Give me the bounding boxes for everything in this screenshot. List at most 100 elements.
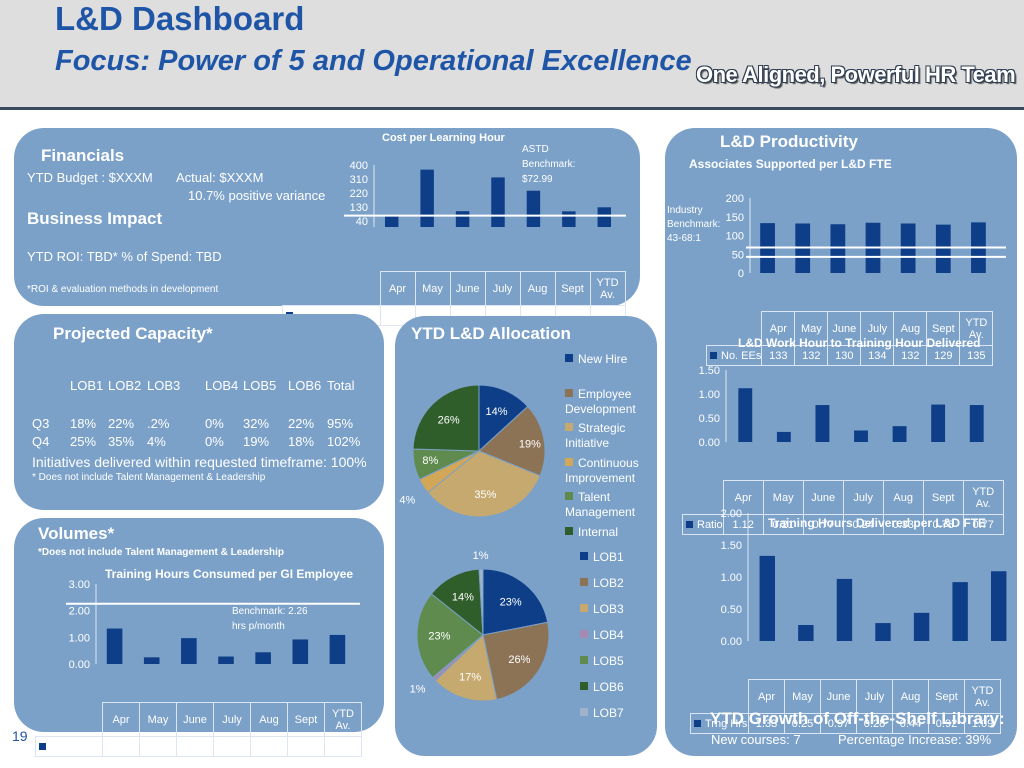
legend-item: LOB2 <box>580 576 660 591</box>
y-tick-label: 1.00 <box>699 389 720 401</box>
capacity-column-header: LOB4 <box>205 378 239 393</box>
series-name: Ratio <box>697 518 723 531</box>
data-value: 1.33 <box>102 736 140 757</box>
ratio-data-table: Apr May June July Aug Sept YTD Av. Ratio 1.12 0.2… <box>682 480 1004 535</box>
bar-july <box>854 430 868 442</box>
category-label: May <box>414 271 451 306</box>
bar-sept <box>292 639 309 664</box>
category-label: July <box>213 702 251 737</box>
pie-slice-internal <box>412 384 480 452</box>
category-label: Apr <box>379 271 416 306</box>
category-label: Sept <box>928 679 965 714</box>
capacity-cell: 35% <box>108 434 135 449</box>
capacity-column-header: LOB2 <box>108 378 142 393</box>
y-tick-label: 150 <box>726 212 744 224</box>
legend-label: Talent Management <box>565 490 636 519</box>
bar-apr <box>738 388 753 442</box>
category-label: Sept <box>554 271 591 306</box>
bar-may <box>143 657 160 664</box>
data-value: 0.97 <box>820 713 857 734</box>
y-tick-label: 1.00 <box>721 572 742 584</box>
pie-slice-lob5 <box>416 593 484 679</box>
data-value: 1.12 <box>722 514 764 535</box>
data-value: 1.09 <box>324 736 362 757</box>
pie-value-label: 26% <box>508 654 530 666</box>
ytd-budget: YTD Budget : $XXXM <box>27 170 153 185</box>
page-subtitle: Focus: Power of 5 and Operational Excell… <box>55 45 692 77</box>
supported-chart-title: Associates Supported per L&D FTE <box>689 157 892 171</box>
data-value: 130 <box>827 345 862 366</box>
bar-june <box>181 638 197 664</box>
y-tick-label: 0.50 <box>721 604 742 616</box>
category-label: July <box>842 480 884 515</box>
capacity-column-header: LOB5 <box>243 378 277 393</box>
pie-slice-new-hire <box>478 384 529 453</box>
category-label: Sept <box>287 702 325 737</box>
legend-item: LOB6 <box>580 680 660 695</box>
data-value: 0.25 <box>139 736 177 757</box>
pie-slice-lob6 <box>430 568 484 637</box>
delivered-chart: 2.00 1.50 1.00 0.50 0.00 <box>721 508 1007 648</box>
data-value: 132 <box>794 345 829 366</box>
bar-apr <box>106 628 123 664</box>
legend-item: LOB3 <box>580 602 660 617</box>
roi-text: YTD ROI: TBD* % of Spend: TBD <box>27 249 222 264</box>
category-label: May <box>762 480 804 515</box>
capacity-row-label: Q4 <box>32 434 50 449</box>
bar-june <box>830 224 846 273</box>
pie-value-label: 23% <box>428 631 450 643</box>
legend-label: Strategic Initiative <box>565 421 626 450</box>
capacity-cell: 25% <box>70 434 97 449</box>
data-value: 0.92 <box>928 713 965 734</box>
legend-swatch <box>580 604 588 612</box>
cost-benchmark-label: ASTD Benchmark: $72.99 <box>522 144 576 185</box>
category-label: Aug <box>892 679 929 714</box>
bar-ytdav <box>969 405 984 442</box>
category-label: Aug <box>519 271 556 306</box>
category-label: Apr <box>722 480 764 515</box>
capacity-cell: 18% <box>288 434 315 449</box>
legend-item: Strategic Initiative <box>565 421 645 451</box>
data-value: 0.33 <box>882 514 924 535</box>
capacity-cell: 22% <box>108 416 135 431</box>
legend-swatch <box>580 630 588 638</box>
pie-value-label: 19% <box>519 438 541 450</box>
bar-july <box>218 656 234 664</box>
delivered-data-table: Apr May June July Aug Sept YTD Av. Trng Hrs 1.33… <box>690 679 1001 734</box>
pie-slice-lob1 <box>482 568 549 636</box>
bar-sept <box>931 404 946 442</box>
capacity-footnote: * Does not include Talent Management & L… <box>32 472 266 483</box>
pie-value-label: 14% <box>452 591 474 603</box>
capacity-column-header: LOB3 <box>147 378 181 393</box>
header-banner: L&D Dashboard Focus: Power of 5 and Oper… <box>0 0 1024 110</box>
bar-aug <box>526 190 541 227</box>
y-tick-label: 310 <box>350 174 368 186</box>
legend-label: LOB3 <box>593 602 624 616</box>
category-label: YTD Av. <box>589 271 626 306</box>
business-impact-heading: Business Impact <box>27 209 163 228</box>
bar-ytdav <box>991 571 1007 641</box>
legend-label: LOB4 <box>593 628 624 642</box>
y-tick-label: 0.50 <box>699 413 720 425</box>
new-courses-text: New courses: 7 <box>711 732 801 747</box>
legend-swatch <box>580 552 588 560</box>
data-value: 134 <box>860 345 895 366</box>
initiatives-text: Initiatives delivered within requested t… <box>32 454 367 470</box>
capacity-cell: 32% <box>243 416 270 431</box>
legend-item: LOB7 <box>580 706 660 721</box>
y-tick-label: 400 <box>350 160 368 172</box>
data-value: 0.97 <box>176 736 214 757</box>
pie-value-label: 35% <box>474 489 496 501</box>
bar-june <box>836 578 853 641</box>
pie-slice-lob7 <box>478 568 484 636</box>
legend-item: Talent Management <box>565 490 645 520</box>
data-value: 0.44 <box>892 713 929 734</box>
pie-value-label: 14% <box>486 406 508 418</box>
pie-value-label: 1% <box>473 550 489 562</box>
team-tagline: One Aligned, Powerful HR Team <box>696 62 1016 87</box>
ratio-chart: 1.50 1.00 0.50 0.00 <box>699 365 984 449</box>
legend-item: LOB1 <box>580 550 660 565</box>
bar-may <box>420 169 434 227</box>
y-tick-label: 3.00 <box>69 579 90 591</box>
